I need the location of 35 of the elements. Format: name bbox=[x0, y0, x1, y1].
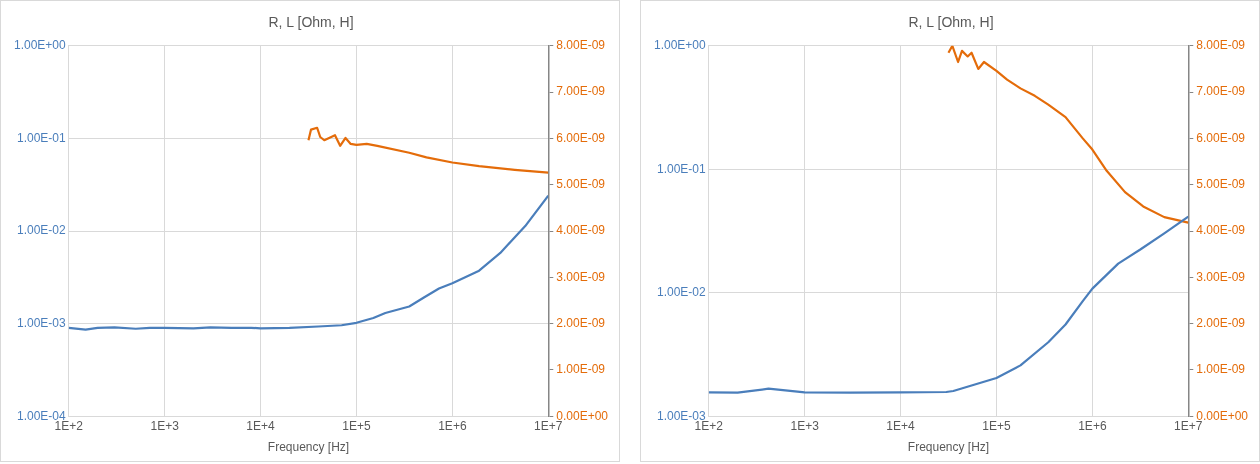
y2-tick-label: 6.00E-09 bbox=[556, 130, 606, 145]
x-tick-label: 1E+3 bbox=[790, 418, 820, 433]
y2-tick-label: 3.00E-09 bbox=[556, 269, 606, 284]
y2-tick-label: 1.00E-09 bbox=[556, 362, 606, 377]
x-tick-label: 1E+6 bbox=[1078, 418, 1107, 433]
y2-tick-label: 1.00E-09 bbox=[1196, 362, 1246, 377]
y2-tick-label: 6.00E-09 bbox=[1196, 130, 1246, 145]
y2-tick-label: 3.00E-09 bbox=[1196, 269, 1246, 284]
y2-tick-label: 7.00E-09 bbox=[1196, 84, 1246, 99]
y2-tick-label: 4.00E-09 bbox=[556, 223, 606, 238]
y-tick-label: 1.00E-03 bbox=[17, 315, 67, 330]
y2-tick-label: 5.00E-09 bbox=[556, 177, 606, 192]
y2-tick-label: 8.00E-09 bbox=[556, 38, 606, 53]
chart-title: R, L [Ohm, H] bbox=[268, 14, 354, 31]
x-tick-label: 1E+3 bbox=[150, 418, 180, 433]
x-axis-title: Frequency [Hz] bbox=[907, 440, 990, 455]
y-tick-label: 1.00E-01 bbox=[657, 161, 707, 176]
y-tick-label: 1.00E+00 bbox=[14, 38, 67, 53]
x-tick-label: 1E+4 bbox=[886, 418, 916, 433]
y2-tick-label: 7.00E-09 bbox=[556, 84, 606, 99]
y2-tick-label: 8.00E-09 bbox=[1196, 38, 1246, 53]
x-axis-title: Frequency [Hz] bbox=[267, 440, 350, 455]
y-tick-label: 1.00E+00 bbox=[654, 38, 707, 53]
chart-title: R, L [Ohm, H] bbox=[908, 14, 994, 31]
y2-tick-label: 2.00E-09 bbox=[1196, 315, 1246, 330]
y2-tick-label: 2.00E-09 bbox=[556, 315, 606, 330]
x-tick-label: 1E+6 bbox=[438, 418, 467, 433]
y-tick-label: 1.00E-02 bbox=[657, 285, 707, 300]
x-tick-label: 1E+5 bbox=[982, 418, 1011, 433]
x-tick-label: 1E+5 bbox=[342, 418, 371, 433]
x-tick-label: 1E+4 bbox=[246, 418, 276, 433]
y2-tick-label: 4.00E-09 bbox=[1196, 223, 1246, 238]
y-tick-label: 1.00E-02 bbox=[17, 223, 67, 238]
y2-tick-label: 5.00E-09 bbox=[1196, 177, 1246, 192]
y-tick-label: 1.00E-01 bbox=[17, 130, 67, 145]
